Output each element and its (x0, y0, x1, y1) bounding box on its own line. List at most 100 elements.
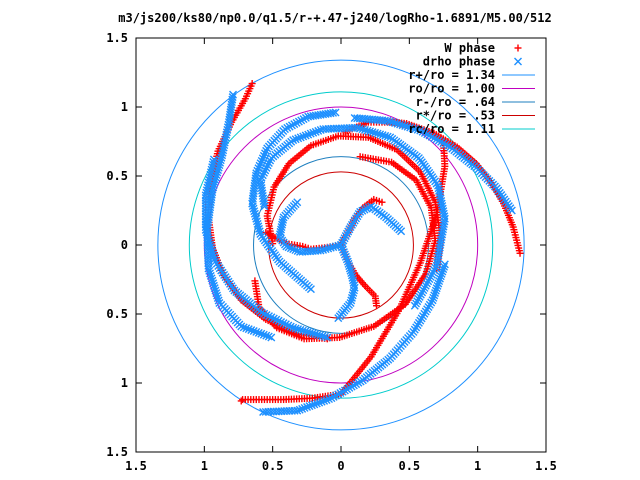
data-point (383, 132, 392, 141)
data-point (306, 112, 315, 121)
data-point (431, 286, 440, 295)
data-point (307, 401, 316, 410)
legend-label: W phase (444, 41, 495, 55)
y-tick-label: 1 (121, 100, 128, 114)
data-point (435, 274, 444, 283)
data-point (430, 291, 439, 300)
data-point (291, 324, 300, 333)
data-point (426, 272, 435, 281)
spiral-arm (350, 114, 516, 215)
data-point (434, 136, 443, 145)
data-point (358, 206, 367, 215)
data-point (341, 232, 350, 241)
data-point (206, 269, 214, 278)
data-point (413, 125, 422, 134)
data-point (383, 116, 392, 125)
data-point (301, 327, 310, 336)
spiral-arm (256, 123, 449, 310)
data-point (324, 395, 333, 404)
data-point (252, 327, 261, 336)
data-point (237, 397, 245, 405)
data-point (259, 330, 268, 339)
data-point (410, 301, 419, 310)
data-point (215, 161, 224, 170)
data-point (427, 132, 436, 141)
data-point (362, 204, 371, 213)
data-point (438, 267, 447, 276)
legend-entry: r-/ro = .64 (416, 95, 535, 109)
data-point (209, 279, 218, 288)
data-point (304, 112, 313, 121)
data-point (360, 125, 369, 134)
data-point (210, 178, 219, 187)
data-point (255, 227, 264, 236)
data-point (440, 262, 449, 271)
data-point (255, 161, 264, 170)
data-point (311, 330, 320, 339)
data-point (420, 283, 429, 292)
data-point (430, 134, 439, 143)
data-point (356, 207, 365, 216)
data-point (261, 166, 270, 175)
data-point (385, 117, 394, 126)
data-point (289, 245, 298, 254)
data-point (239, 323, 248, 332)
data-point (398, 121, 407, 130)
data-point (298, 404, 307, 413)
data-point (344, 259, 353, 268)
data-point (294, 117, 303, 126)
data-point (293, 406, 302, 415)
data-point (345, 264, 354, 273)
data-point (218, 151, 227, 160)
data-point (247, 326, 256, 335)
data-point (345, 262, 354, 271)
data-point (345, 225, 354, 234)
data-point (299, 132, 308, 141)
x-tick-label: 0.5 (398, 459, 420, 473)
legend-entry: r+/ro = 1.34 (408, 68, 535, 82)
data-point (304, 130, 313, 139)
data-point (216, 158, 225, 167)
data-point (312, 399, 321, 408)
data-point (213, 291, 222, 300)
spiral-arm (337, 202, 406, 249)
data-point (433, 281, 442, 290)
data-point (344, 227, 353, 236)
y-tick-label: 0.5 (106, 169, 128, 183)
data-point (262, 310, 271, 319)
data-point (314, 126, 323, 135)
chart-title: m3/js200/ks80/np0.0/q1.5/r-+.47-j240/log… (118, 11, 551, 25)
data-point (259, 151, 268, 160)
data-point (296, 325, 305, 334)
data-point (214, 163, 223, 172)
data-point (262, 163, 271, 172)
data-point (303, 327, 312, 336)
data-point (403, 122, 412, 131)
data-point (294, 325, 303, 334)
data-point (347, 269, 356, 278)
data-point (413, 297, 422, 306)
legend-marker-swatch (514, 57, 522, 66)
y-tick-label: 1 (121, 376, 128, 390)
data-point (267, 313, 276, 322)
data-point (415, 292, 424, 301)
data-point (289, 323, 298, 332)
x-tick-label: 1 (201, 459, 208, 473)
x-tick-label: 0.5 (262, 459, 284, 473)
data-point (263, 161, 272, 170)
data-point (310, 400, 319, 409)
data-point (284, 321, 293, 330)
data-point (289, 136, 298, 145)
legend-entry: drho phase (423, 55, 522, 69)
data-point (237, 322, 246, 331)
data-point (373, 129, 382, 138)
data-point (217, 153, 226, 162)
data-point (396, 120, 405, 129)
data-point (277, 317, 286, 326)
data-point (212, 171, 221, 180)
data-point (397, 227, 406, 236)
data-point (425, 131, 434, 140)
data-point (439, 265, 448, 274)
data-point (257, 156, 266, 165)
spiral-arm (237, 118, 449, 405)
